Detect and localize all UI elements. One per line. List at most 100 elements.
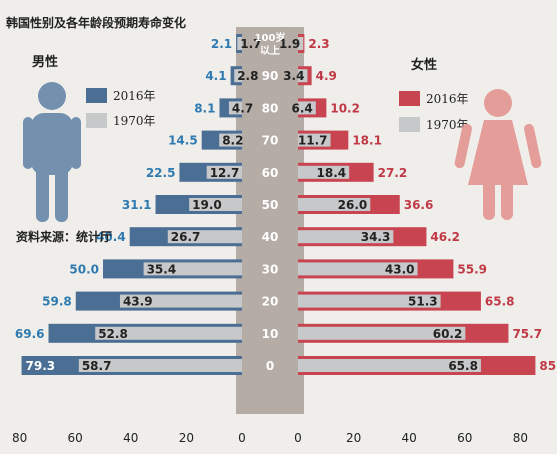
male-2016-label-40: 40.4: [96, 230, 126, 244]
male-1970-bar-30: [143, 262, 242, 276]
male-1970-bar-20: [119, 294, 242, 308]
female-2016-label-40: 46.2: [430, 230, 460, 244]
male-2016-label-10: 69.6: [15, 327, 45, 341]
legend-swatch-male-2016: [86, 88, 107, 103]
female-1970-bar-10: [298, 326, 466, 340]
male-1970-label-40: 26.7: [171, 230, 201, 244]
male-2016-label-80: 8.1: [194, 101, 215, 115]
male-1970-bar-70: [219, 133, 242, 147]
female-1970-bar-40: [298, 230, 394, 244]
x-tick-right-0: 0: [294, 431, 302, 445]
x-tick-right-40: 40: [402, 431, 417, 445]
x-tick-left-0: 0: [238, 431, 246, 445]
age-label-30: 30: [262, 262, 279, 276]
age-label-10: 10: [262, 327, 279, 341]
male-1970-label-70: 8.2: [222, 134, 243, 148]
male-1970-label-60: 12.7: [210, 166, 240, 180]
age-label-20: 20: [262, 295, 279, 309]
female-1970-label-100plus: 1.9: [279, 37, 300, 51]
age-label-40: 40: [262, 230, 279, 244]
male-1970-label-10: 52.8: [98, 327, 128, 341]
age-label-100plus-bottom: 以上: [260, 44, 280, 57]
male-1970-label-20: 43.9: [123, 295, 153, 309]
x-axis-ticks: 80 60 40 20 0 0 20 40 60 80: [12, 431, 528, 445]
female-1970-label-90: 3.4: [283, 69, 304, 83]
female-1970-label-80: 6.4: [292, 101, 313, 115]
legend-swatch-male-1970: [86, 113, 107, 128]
female-1970-bar-80: [298, 101, 316, 115]
female-2016-label-0: 85.4: [539, 359, 557, 373]
male-1970-label-30: 35.4: [147, 262, 177, 276]
x-tick-right-60: 60: [457, 431, 472, 445]
legend-swatch-female-1970: [399, 117, 420, 132]
age-label-50: 50: [262, 198, 279, 212]
legend-male-1970: 1970年: [113, 114, 156, 128]
legend-female-2016: 2016年: [426, 92, 469, 106]
female-1970-label-40: 34.3: [361, 230, 391, 244]
x-tick-left-40: 40: [123, 431, 138, 445]
male-1970-label-50: 19.0: [192, 198, 222, 212]
male-1970-bar-90: [234, 69, 242, 83]
female-1970-label-60: 18.4: [317, 166, 347, 180]
female-2016-label-90: 4.9: [316, 69, 337, 83]
female-2016-label-60: 27.2: [378, 166, 408, 180]
female-figure-icon: [454, 89, 542, 220]
male-1970-label-80: 4.7: [232, 101, 253, 115]
female-1970-label-50: 26.0: [338, 198, 368, 212]
male-figure-icon: [23, 82, 81, 222]
legend-female-1970: 1970年: [426, 118, 469, 132]
male-label: 男性: [32, 54, 58, 70]
female-1970-bar-50: [298, 198, 371, 211]
legend-male-2016: 2016年: [113, 89, 156, 103]
female-1970-bar-100plus: [298, 37, 304, 50]
female-1970-bar-60: [298, 165, 350, 179]
male-2016-label-20: 59.8: [42, 295, 72, 309]
male-2016-label-30: 50.0: [69, 262, 99, 276]
male-1970-bar-60: [206, 165, 242, 179]
chart-title: 韩国性别及各年龄段预期寿命变化: [6, 15, 186, 30]
female-1970-bar-30: [298, 262, 418, 276]
male-1970-bar-100plus: [237, 37, 242, 50]
male-1970-bar-50: [189, 198, 242, 211]
male-1970-label-100plus: 1.7: [240, 37, 261, 51]
female-label: 女性: [411, 57, 437, 73]
male-2016-label-90: 4.1: [205, 69, 226, 83]
female-1970-label-70: 11.7: [298, 134, 328, 148]
female-2016-label-100plus: 2.3: [308, 37, 329, 51]
male-2016-label-100plus: 2.1: [211, 37, 232, 51]
female-1970-bar-70: [298, 133, 331, 147]
age-label-80: 80: [262, 101, 279, 115]
x-tick-left-20: 20: [179, 431, 194, 445]
female-1970-label-10: 60.2: [433, 327, 463, 341]
female-2016-label-10: 75.7: [512, 327, 542, 341]
male-1970-label-0: 58.7: [82, 359, 112, 373]
age-label-0: 0: [266, 359, 274, 373]
x-tick-left-60: 60: [68, 431, 83, 445]
female-1970-bar-90: [298, 69, 308, 83]
female-1970-label-30: 43.0: [385, 262, 415, 276]
male-1970-bar-0: [78, 359, 243, 372]
male-1970-bar-80: [228, 101, 242, 115]
age-label-100plus-top: 100岁: [255, 31, 286, 44]
age-label-60: 60: [262, 166, 279, 180]
male-2016-label-0: 79.3: [26, 359, 56, 373]
age-label-90: 90: [262, 69, 279, 83]
female-1970-bar-20: [298, 294, 441, 308]
male-2016-label-60: 22.5: [146, 166, 176, 180]
age-axis-band: [236, 27, 304, 414]
bars-layer: [21, 27, 536, 414]
female-2016-label-20: 65.8: [485, 295, 515, 309]
female-2016-label-30: 55.9: [457, 262, 487, 276]
female-2016-label-50: 36.6: [404, 198, 434, 212]
female-1970-bar-0: [298, 359, 481, 372]
female-2016-label-80: 10.2: [330, 101, 360, 115]
male-2016-label-70: 14.5: [168, 134, 198, 148]
male-1970-bar-40: [167, 230, 242, 244]
female-1970-label-0: 65.8: [448, 359, 478, 373]
legend-swatch-female-2016: [399, 91, 420, 106]
female-1970-label-20: 51.3: [408, 295, 438, 309]
age-label-70: 70: [262, 134, 279, 148]
female-2016-label-70: 18.1: [352, 134, 382, 148]
